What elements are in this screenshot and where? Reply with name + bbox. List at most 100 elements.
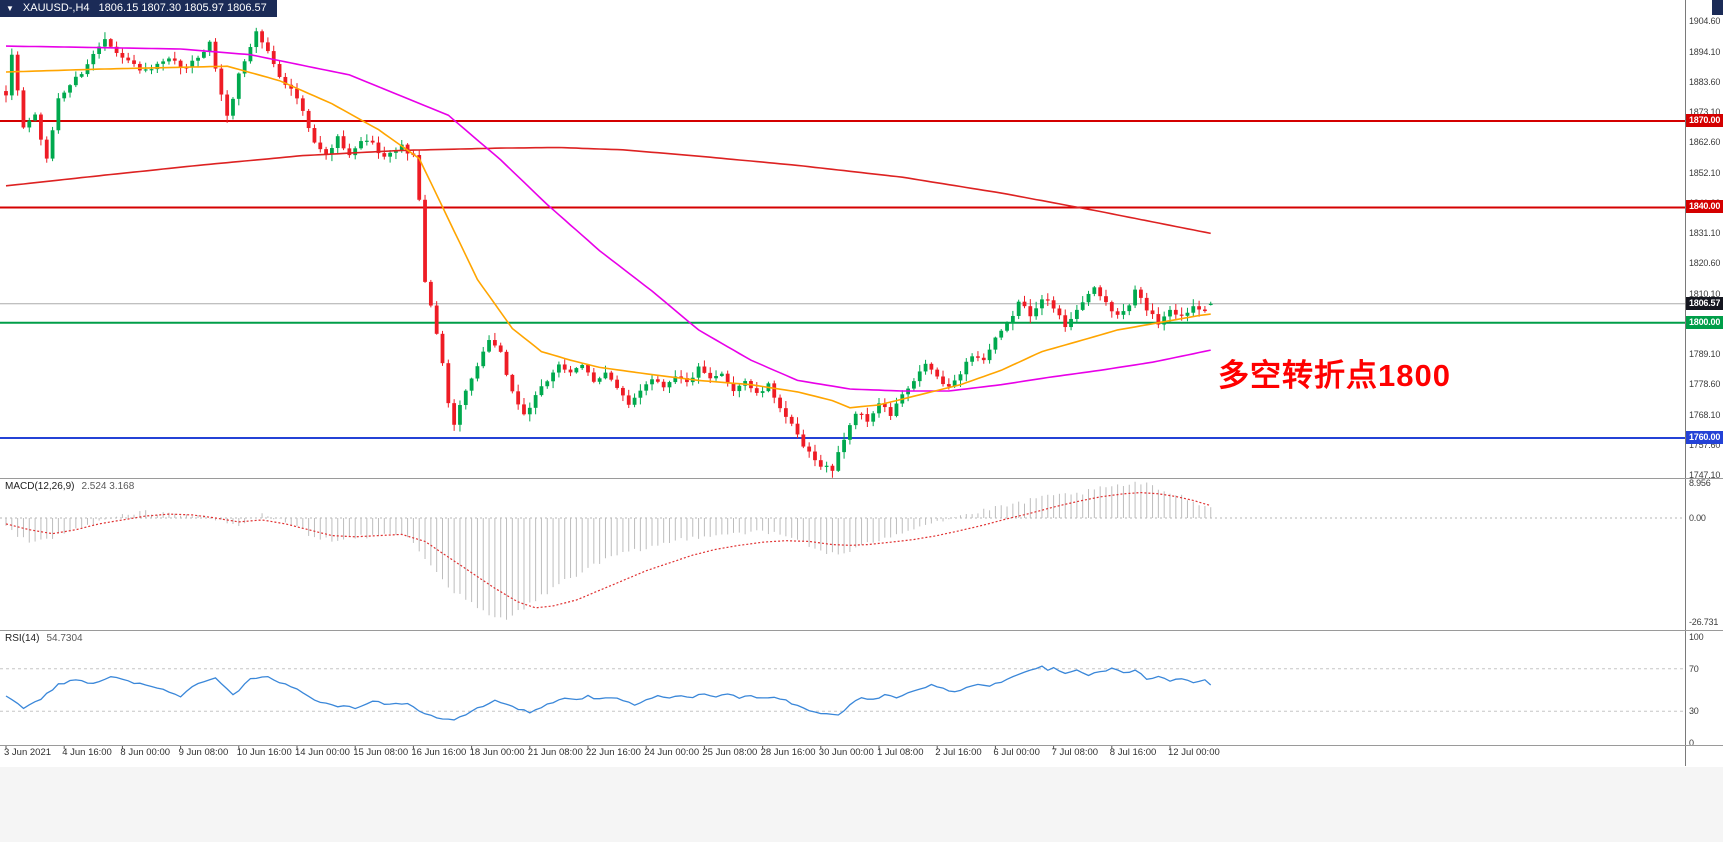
candle [388,152,393,157]
candle [15,54,20,91]
candle [1005,323,1009,331]
chart-title-bar[interactable]: ▼ XAUUSD-,H4 1806.15 1807.30 1805.97 180… [0,0,277,17]
candle [830,465,835,471]
price-axis-tick: 1747.10 [1689,470,1721,481]
time-axis[interactable]: 3 Jun 2021 4 Jun 16:00 8 Jun 00:00 9 Jun 08… [0,747,1688,765]
candle [714,376,718,379]
candle [1098,287,1103,297]
candle [1069,318,1073,328]
candle [242,61,247,74]
candle [836,452,841,471]
candle [143,69,148,71]
candle [492,340,497,346]
price-axis-tick: 1820.60 [1689,258,1721,269]
candle [306,110,311,129]
candle [807,446,812,452]
candle [725,373,730,383]
candle [79,74,84,77]
candle [370,140,375,143]
candle [679,376,684,379]
candle [551,372,555,382]
candle [871,413,876,422]
rsi-axis-tick: 0 [1689,738,1694,748]
candle [498,345,503,352]
macd-values: 2.524 3.168 [81,481,135,492]
price-axis-tick: 1778.60 [1689,379,1721,390]
price-axis-tick: 1757.60 [1689,439,1721,450]
candle [469,378,474,391]
time-axis-label: 28 Jun 16:00 [760,747,816,758]
candle [568,369,573,373]
candle [201,51,206,58]
candle [621,387,625,396]
time-axis-label: 4 Jun 16:00 [62,747,112,758]
candle [912,381,916,389]
time-axis-label: 18 Jun 00:00 [469,747,525,758]
candle [225,94,230,116]
time-axis-label: 10 Jun 16:00 [236,747,292,758]
candle [987,349,992,361]
candle [673,376,678,383]
candle [993,337,998,350]
macd-axis-tick: 8.956 [1689,478,1711,488]
time-axis-label: 12 Jul 00:00 [1168,747,1220,758]
candle [56,98,61,131]
candle [283,76,288,85]
collapse-icon[interactable]: ▼ [6,4,14,13]
time-axis-label: 30 Jun 00:00 [818,747,874,758]
time-axis-label: 16 Jun 16:00 [411,747,467,758]
candle [801,434,806,447]
candle [667,382,672,388]
time-axis-label: 22 Jun 16:00 [586,747,641,758]
candle [335,136,340,149]
candle [1133,289,1137,306]
price-axis-tick: 1852.10 [1689,167,1721,178]
panel-separator-macd-rsi[interactable] [0,630,1723,631]
candle [603,372,608,379]
ohlc-values: 1806.15 1807.30 1805.97 1806.57 [98,2,267,14]
candle [1156,314,1161,325]
candle [161,61,166,64]
candle [196,57,200,61]
rsi-axis-tick: 70 [1689,663,1699,674]
candle [644,384,649,391]
candle [917,371,922,382]
candle [562,364,567,370]
candle [1197,306,1201,310]
candle [97,46,102,54]
price-badge-1870.00: 1870.00 [1686,114,1723,127]
price-axis-tick: 1768.10 [1689,409,1721,420]
candle [731,382,736,392]
chart-plot-area[interactable] [0,0,1688,768]
candle [632,397,637,405]
price-axis[interactable]: 1904.60 1894.10 1883.60 1873.10 1862.60 1852.… [1685,0,1723,766]
candle [586,364,590,373]
candle [842,439,846,453]
time-axis-label: 8 Jul 16:00 [1109,747,1157,758]
candle [1127,305,1132,312]
candle [958,374,963,381]
candle [789,416,794,424]
candle [877,403,881,414]
time-axis-label: 9 Jun 08:00 [178,747,229,758]
candle [382,153,387,157]
candle [260,31,264,43]
time-axis-label: 24 Jun 00:00 [644,747,700,758]
candle [772,383,777,398]
time-axis-label: 25 Jun 08:00 [702,747,758,758]
candle [295,88,299,99]
candle [1063,315,1068,328]
candle [1144,297,1149,311]
candle [533,395,538,408]
candle [103,39,107,47]
panel-separator-time-axis [0,745,1723,746]
candle [1104,296,1108,303]
candle [813,451,817,461]
candle [1092,287,1097,294]
candle [1121,311,1126,315]
candle [615,379,619,388]
candle [132,60,136,64]
panel-separator-main-macd[interactable] [0,478,1723,479]
chart-annotation-text: 多空转折点1800 [1218,358,1451,393]
